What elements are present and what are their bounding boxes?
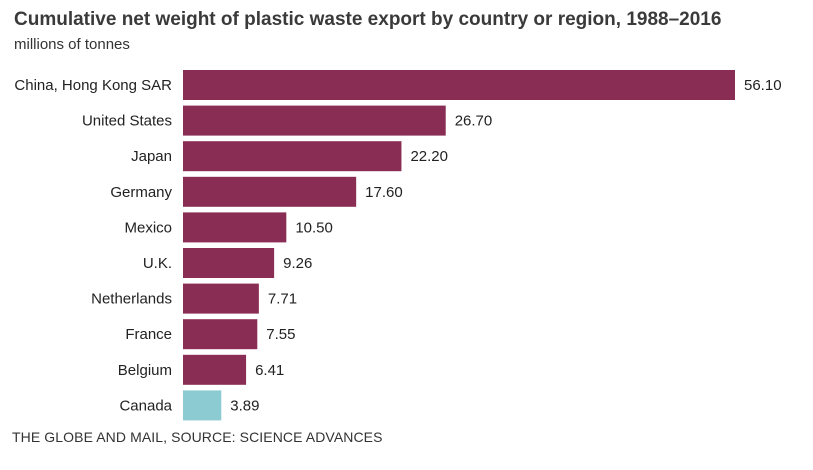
category-label: U.K.: [143, 255, 172, 272]
value-label: 17.60: [365, 184, 403, 201]
category-label: Japan: [131, 148, 172, 165]
chart-title: Cumulative net weight of plastic waste e…: [14, 9, 722, 30]
bar: [183, 176, 357, 207]
source-credit: THE GLOBE AND MAIL, SOURCE: SCIENCE ADVA…: [12, 429, 383, 445]
value-label: 56.10: [744, 77, 782, 94]
category-label: Canada: [119, 397, 172, 414]
category-label: Mexico: [124, 219, 172, 236]
bar: [183, 70, 735, 100]
category-label: France: [125, 326, 172, 343]
value-label: 7.55: [266, 326, 295, 343]
bar: [183, 141, 402, 172]
bar: [183, 105, 446, 136]
value-label: 3.89: [230, 397, 259, 414]
category-label: Netherlands: [91, 291, 172, 308]
chart-subtitle: millions of tonnes: [14, 36, 130, 53]
value-label: 10.50: [295, 219, 333, 236]
bar: [183, 354, 247, 385]
value-label: 9.26: [283, 255, 312, 272]
value-label: 26.70: [455, 113, 493, 130]
bar: [183, 390, 222, 421]
value-label: 7.71: [268, 291, 297, 308]
value-label: 6.41: [255, 362, 284, 379]
bar: [183, 283, 259, 314]
bar: [183, 319, 258, 350]
bar: [183, 248, 275, 278]
bar: [183, 212, 287, 243]
category-label: Germany: [110, 184, 172, 201]
category-label: United States: [82, 113, 172, 130]
value-label: 22.20: [410, 148, 448, 165]
category-label: Belgium: [118, 362, 172, 379]
category-label: China, Hong Kong SAR: [14, 77, 172, 94]
